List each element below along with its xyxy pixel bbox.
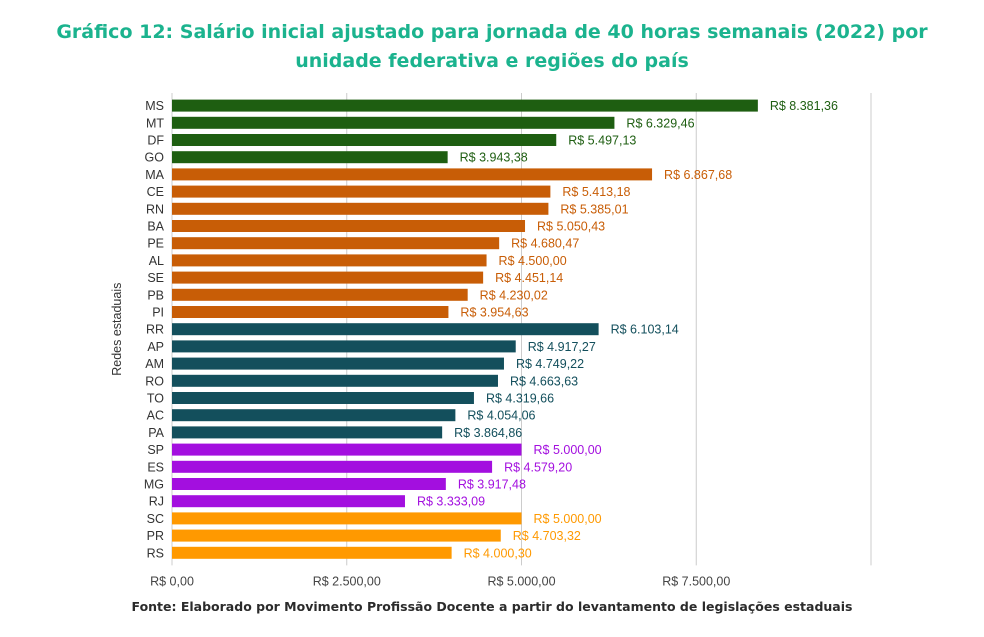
x-tick-label: R$ 2.500,00 (313, 574, 381, 588)
bar (172, 202, 549, 215)
data-label: R$ 4.054,06 (467, 409, 535, 423)
category-label: PR (147, 529, 164, 543)
category-label: PB (147, 288, 164, 302)
data-label: R$ 6.103,14 (611, 323, 679, 337)
data-label: R$ 4.663,63 (510, 374, 578, 388)
chart-title-line-2: unidade federativa e regiões do país (295, 50, 689, 72)
category-label: AL (149, 254, 164, 268)
category-label: PE (147, 237, 164, 251)
category-label: RO (145, 374, 164, 388)
bar (172, 323, 599, 336)
data-label: R$ 3.943,38 (460, 151, 528, 165)
bar (172, 443, 522, 456)
category-label: MA (145, 168, 164, 182)
data-label: R$ 4.000,30 (464, 546, 532, 560)
data-label: R$ 4.579,20 (504, 460, 572, 474)
data-label: R$ 4.749,22 (516, 357, 584, 371)
bar (172, 99, 758, 112)
bar (172, 426, 443, 439)
chart-title-line-1: Gráfico 12: Salário inicial ajustado par… (56, 21, 928, 43)
category-label: SE (147, 271, 164, 285)
bar (172, 374, 498, 387)
data-label: R$ 4.500,00 (499, 254, 567, 268)
category-label: MG (144, 478, 164, 492)
category-label: RR (146, 323, 164, 337)
category-label: TO (147, 392, 164, 406)
data-label: R$ 5.000,00 (534, 512, 602, 526)
category-label: BA (147, 220, 164, 234)
bar (172, 220, 526, 232)
category-label: MS (145, 99, 164, 113)
data-label: R$ 3.917,48 (458, 478, 526, 492)
category-label: DF (147, 134, 164, 148)
bar (172, 529, 501, 542)
data-label: R$ 3.954,63 (460, 306, 528, 320)
category-label: RN (146, 202, 164, 216)
data-label: R$ 5.050,43 (537, 220, 605, 234)
bar (172, 392, 474, 404)
bar (172, 237, 500, 250)
bar (172, 254, 487, 267)
chart-title: Gráfico 12: Salário inicial ajustado par… (0, 18, 984, 76)
data-label: R$ 5.000,00 (534, 443, 602, 457)
data-label: R$ 6.329,46 (626, 116, 694, 130)
data-label: R$ 8.381,36 (770, 99, 838, 113)
data-label: R$ 4.230,02 (480, 288, 548, 302)
data-label: R$ 4.917,27 (528, 340, 596, 354)
data-label: R$ 6.867,68 (664, 168, 732, 182)
y-axis-title: Redes estaduais (110, 283, 124, 376)
data-label: R$ 3.864,86 (454, 426, 522, 440)
bar (172, 151, 448, 164)
bar (172, 340, 516, 353)
data-label: R$ 3.333,09 (417, 495, 485, 509)
category-label: SP (147, 443, 164, 457)
bar (172, 271, 484, 284)
category-label: AC (147, 409, 164, 423)
bar (172, 134, 557, 146)
bar (172, 116, 615, 129)
x-tick-label: R$ 0,00 (150, 574, 194, 588)
bar (172, 357, 504, 370)
category-label: RJ (149, 495, 164, 509)
category-label: PI (152, 306, 164, 320)
x-tick-label: R$ 5.000,00 (487, 574, 555, 588)
data-label: R$ 4.680,47 (511, 237, 579, 251)
x-tick-label: R$ 7.500,00 (662, 574, 730, 588)
category-label: GO (145, 151, 165, 165)
source-note: Fonte: Elaborado por Movimento Profissão… (131, 599, 853, 614)
data-label: R$ 5.413,18 (562, 185, 630, 199)
data-label: R$ 5.497,13 (568, 134, 636, 148)
category-label: CE (147, 185, 164, 199)
data-label: R$ 4.319,66 (486, 392, 554, 406)
bar (172, 168, 653, 181)
category-label: MT (146, 116, 164, 130)
data-label: R$ 4.703,32 (513, 529, 581, 543)
category-label: SC (147, 512, 164, 526)
category-label: AM (145, 357, 164, 371)
bar (172, 478, 446, 490)
category-label: PA (148, 426, 164, 440)
bar (172, 185, 551, 198)
bar (172, 512, 522, 525)
bar (172, 495, 405, 508)
data-label: R$ 5.385,01 (560, 202, 628, 216)
bar (172, 546, 452, 559)
bar (172, 409, 456, 422)
category-label: RS (147, 546, 164, 560)
data-label: R$ 4.451,14 (495, 271, 563, 285)
category-label: ES (147, 460, 164, 474)
bar (172, 460, 493, 473)
bar (172, 288, 468, 301)
bar (172, 306, 449, 318)
category-label: AP (147, 340, 164, 354)
